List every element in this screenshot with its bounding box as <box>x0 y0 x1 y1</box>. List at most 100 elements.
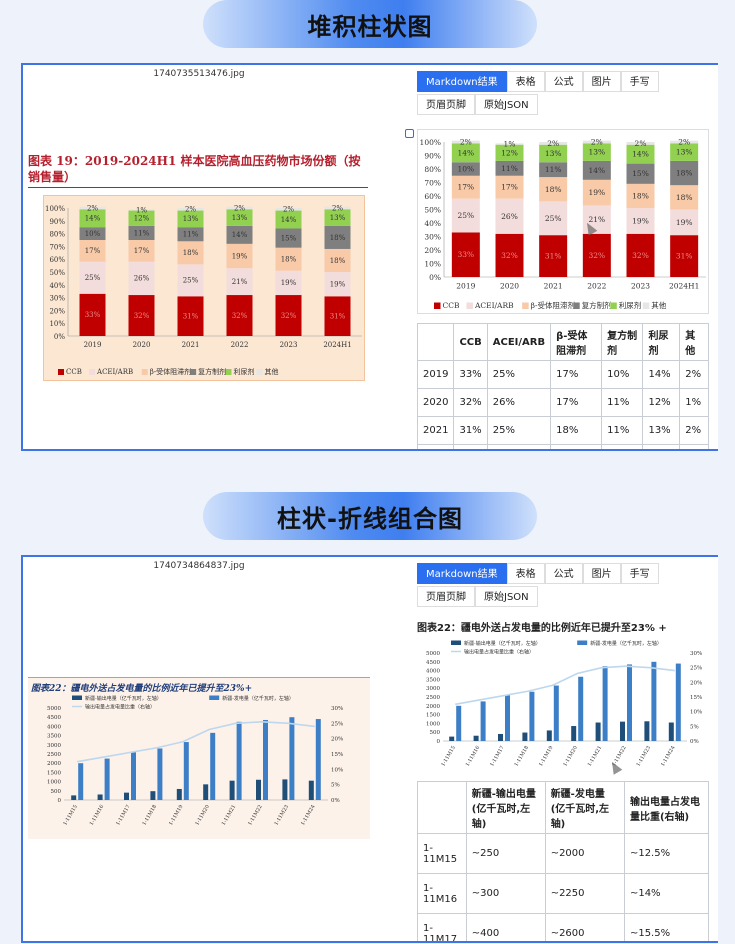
table-header-cell: 新疆-发电量(亿千瓦时,左轴) <box>544 781 625 834</box>
stacked-bar-chart-source: 0% 10% 20% 30% 40% 50% 60% 70% 80% 90% 100% 33% 25% 1… <box>45 204 362 376</box>
data-label: 14% <box>85 215 101 223</box>
x-tick-label: 2019 <box>456 282 475 291</box>
source-filename: 1740734864837.jpg <box>153 561 245 571</box>
y-tick-label: 500 <box>430 730 441 736</box>
bar-export <box>595 722 601 741</box>
tab-3[interactable]: 图片 <box>582 563 621 584</box>
bar-segment <box>582 179 611 206</box>
table-cell: ~14% <box>623 873 710 914</box>
tab-3[interactable]: 图片 <box>582 71 621 92</box>
table-row: 1-11M15 ~250 ~2000 ~12.5% <box>417 833 710 874</box>
data-label: 17% <box>85 247 101 255</box>
legend-swatch <box>522 302 529 309</box>
tab-5[interactable]: 页眉页脚 <box>417 586 475 607</box>
y-tick-label: 2500 <box>47 752 61 758</box>
bar-segment <box>226 243 253 269</box>
data-label: 2% <box>678 138 690 147</box>
tab-6[interactable]: 原始JSON <box>475 94 538 115</box>
y-right-tick-label: 0% <box>690 739 699 745</box>
tab-5[interactable]: 页眉页脚 <box>417 94 475 115</box>
bar-segment <box>670 140 699 144</box>
data-label: 17% <box>134 247 150 255</box>
bar-segment <box>670 143 699 161</box>
table-header-cell: 复方制剂 <box>601 323 644 361</box>
tab-2[interactable]: 公式 <box>544 563 583 584</box>
y-tick-label: 2000 <box>47 761 61 767</box>
y-tick-label: 5000 <box>426 651 440 657</box>
bar-export <box>473 735 479 741</box>
bar-segment <box>670 185 699 210</box>
tab-1[interactable]: 表格 <box>506 563 545 584</box>
ocr-result-panel: Markdown结果 表格 公式 图片 手写页眉页脚 原始JSON 图表22：疆电外送占发… <box>398 557 718 941</box>
bar-segment <box>275 295 302 336</box>
tab-4[interactable]: 手写 <box>620 71 659 92</box>
table-cell: 2% <box>679 360 709 389</box>
bar-segment <box>79 227 106 240</box>
tab-1[interactable]: 表格 <box>506 71 545 92</box>
bar-segment <box>582 233 611 277</box>
bar-segment <box>495 144 524 161</box>
x-tick-label: 1-11M24 <box>300 804 317 827</box>
bar-export <box>546 730 552 741</box>
bar-generation <box>236 721 242 800</box>
legend-label: 复方制剂 <box>582 300 612 310</box>
y-tick-label: 2500 <box>426 695 440 701</box>
tab-0[interactable]: Markdown结果 <box>417 563 507 584</box>
legend-swatch <box>141 369 148 375</box>
source-chart-title: 图表22：疆电外送占发电量的比例近年已提升至23%+ <box>31 684 253 694</box>
y-tick-label: 4500 <box>426 660 440 666</box>
y-tick-label: 0% <box>429 273 441 282</box>
bar-export <box>256 779 261 800</box>
bar-segment <box>128 240 155 262</box>
bar-segment <box>582 160 611 180</box>
legend-swatch <box>610 302 617 309</box>
bar-segment <box>324 206 351 210</box>
result-table: 新疆-输出电量(亿千瓦时,左轴) 新疆-发电量(亿千瓦时,左轴) 输出电量占发电量比… <box>417 781 710 941</box>
legend-swatch <box>577 640 588 645</box>
table-cell: 10% <box>601 360 644 389</box>
bar-segment <box>177 210 204 228</box>
bar-generation <box>553 685 559 741</box>
y-right-tick-label: 25% <box>690 666 702 672</box>
bar-segment <box>79 293 106 336</box>
copy-icon[interactable] <box>405 129 414 138</box>
tab-2[interactable]: 公式 <box>544 71 583 92</box>
table-cell: 21% <box>486 444 552 449</box>
y-right-tick-label: 20% <box>331 737 343 743</box>
data-label: 11% <box>134 229 150 237</box>
data-label: 14% <box>632 150 649 159</box>
stacked-bar-chart-rendered: 0% 10% 20% 30% 40% 50% 60% 70% 80% 90% 100% 33% 25% 1… <box>420 138 706 310</box>
bar-segment <box>582 143 611 161</box>
data-label: 2% <box>283 206 294 214</box>
source-chart-frame: 图表22：疆电外送占发电量的比例近年已提升至23%+ 0 500 1000 1500 2… <box>28 677 370 839</box>
tab-6[interactable]: 原始JSON <box>475 586 538 607</box>
x-tick-label: 1-11M15 <box>62 804 79 827</box>
bar-segment <box>177 227 204 242</box>
legend-swatch <box>225 369 232 375</box>
bar-generation <box>505 695 510 741</box>
y-tick-label: 3000 <box>426 686 440 692</box>
bar-segment <box>626 142 655 145</box>
source-filename: 1740735513476.jpg <box>153 69 245 79</box>
result-card-stacked: 1740735513476.jpg 图表 19：2019-2024H1 样本医院… <box>21 63 718 451</box>
data-label: 33% <box>457 250 474 259</box>
x-tick-label: 2021 <box>544 282 563 291</box>
data-label: 2% <box>635 139 647 148</box>
bar-export <box>71 795 77 800</box>
rendered-chart-frame: 0% 10% 20% 30% 40% 50% 60% 70% 80% 90% 100% 33% 25% 1… <box>417 129 709 314</box>
bar-segment <box>626 208 655 234</box>
y-tick-label: 10% <box>424 260 441 269</box>
bar-segment <box>324 296 351 336</box>
bar-segment <box>582 140 611 144</box>
table-cell: 19% <box>550 444 603 449</box>
data-label: 32% <box>632 251 649 260</box>
data-label: 14% <box>457 148 474 157</box>
data-label: 21% <box>588 215 605 224</box>
table-cell: 11% <box>601 416 644 445</box>
bar-segment <box>177 296 204 336</box>
x-tick-label: 2023 <box>280 341 298 349</box>
tab-0[interactable]: Markdown结果 <box>417 71 507 92</box>
legend-label: CCB <box>66 368 82 376</box>
tab-4[interactable]: 手写 <box>620 563 659 584</box>
data-label: 19% <box>330 280 346 288</box>
